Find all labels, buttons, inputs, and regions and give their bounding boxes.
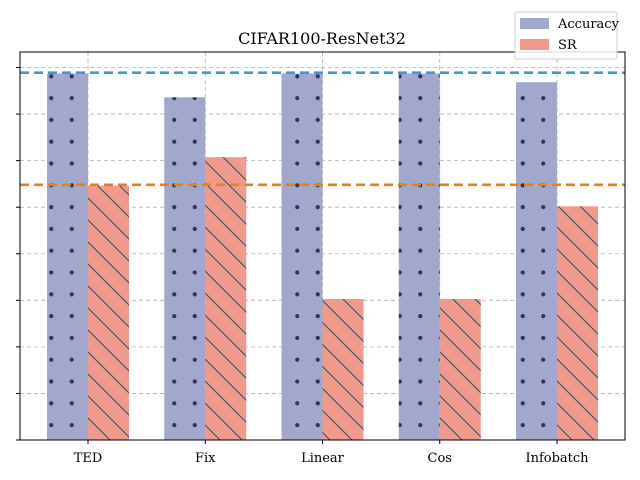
legend-swatch-sr — [520, 39, 549, 50]
x-tick-label-0: TED — [74, 451, 103, 466]
bar-sr-cos — [439, 299, 481, 440]
bars — [47, 73, 598, 441]
bar-sr-ted — [88, 185, 129, 440]
bar-sr-infobatch — [557, 206, 598, 440]
x-tick-label-4: Infobatch — [525, 451, 589, 466]
y-ticks — [16, 67, 20, 441]
x-tick-label-1: Fix — [195, 451, 216, 466]
x-tick-label-2: Linear — [301, 451, 345, 466]
bar-sr-linear — [322, 299, 364, 440]
x-ticks: TED Fix Linear Cos Infobatch — [74, 440, 589, 466]
reference-lines — [20, 71, 625, 187]
legend-label-accuracy: Accuracy — [557, 17, 620, 32]
chart-title: CIFAR100-ResNet32 — [238, 29, 406, 48]
legend: Accuracy SR — [514, 11, 620, 60]
bar-accuracy-linear — [281, 73, 323, 441]
bar-accuracy-infobatch — [516, 82, 557, 440]
x-tick-label-3: Cos — [428, 451, 452, 466]
legend-swatch-accuracy — [520, 18, 549, 29]
bar-accuracy-fix — [164, 97, 206, 441]
legend-label-sr: SR — [558, 38, 578, 53]
bar-accuracy-cos — [398, 73, 440, 441]
bar-sr-fix — [205, 157, 247, 441]
bar-accuracy-ted — [47, 73, 88, 441]
